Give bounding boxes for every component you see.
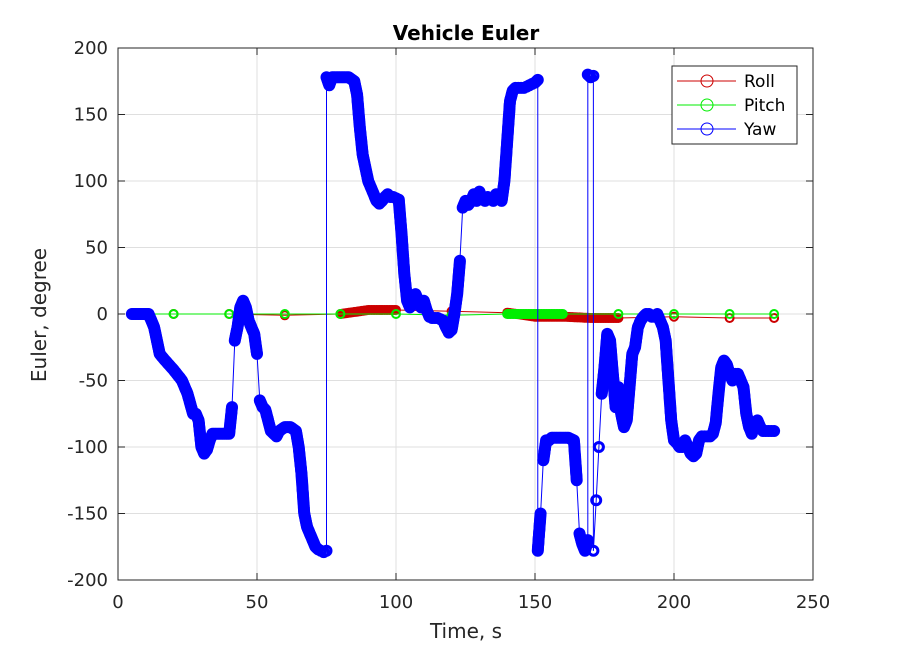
data-point-pitch [391, 309, 401, 319]
data-point-pitch [769, 309, 780, 319]
data-point-pitch [335, 309, 346, 319]
y-tick-label: 0 [97, 304, 108, 325]
data-point-pitch [224, 309, 235, 319]
data-point-yaw [590, 494, 603, 507]
chart-title: Vehicle Euler [393, 21, 540, 45]
legend-marker-yaw [700, 122, 714, 136]
legend: Roll Pitch Yaw [671, 65, 798, 145]
y-tick-label: 150 [74, 105, 108, 126]
y-axis-label: Euler, degree [27, 248, 51, 382]
legend-marker-roll [700, 74, 714, 88]
y-tick-label: 200 [74, 38, 108, 59]
legend-marker-pitch [700, 98, 714, 112]
legend-label-yaw: Yaw [743, 120, 776, 140]
data-point-pitch [613, 309, 624, 319]
data-point-pitch [279, 309, 290, 319]
axes [117, 47, 814, 581]
data-point-yaw [570, 474, 583, 487]
legend-label-roll: Roll [744, 72, 775, 92]
series-yaw [125, 68, 781, 559]
data-point-yaw [592, 441, 605, 453]
x-tick-label: 200 [657, 592, 691, 613]
data-point-yaw [534, 507, 547, 520]
x-tick-label: 150 [518, 592, 552, 613]
x-tick-labels: 0 50 100 150 200 250 [112, 592, 830, 613]
data-point-pitch [724, 309, 735, 319]
data-point-yaw [768, 425, 781, 437]
x-axis-label: Time, s [429, 619, 502, 643]
data-point-pitch [557, 309, 568, 319]
y-tick-label: -150 [67, 504, 108, 525]
x-tick-label: 0 [112, 592, 123, 613]
data-point-yaw [251, 347, 263, 360]
y-tick-label: -200 [67, 570, 108, 591]
data-point-pitch [669, 309, 679, 319]
y-tick-label: 100 [74, 171, 108, 192]
y-tick-label: -50 [79, 371, 108, 392]
legend-label-pitch: Pitch [744, 96, 785, 116]
data-point-yaw [453, 254, 466, 267]
x-tick-label: 250 [796, 592, 830, 613]
series-layer [125, 68, 781, 559]
x-tick-label: 100 [379, 592, 413, 613]
y-tick-label: 50 [85, 238, 108, 259]
x-tick-label: 50 [246, 592, 269, 613]
y-tick-labels: -200 -150 -100 -50 0 50 100 150 200 [67, 38, 108, 591]
data-point-pitch [168, 309, 179, 319]
data-point-yaw [226, 401, 238, 414]
y-tick-label: -100 [67, 437, 108, 458]
